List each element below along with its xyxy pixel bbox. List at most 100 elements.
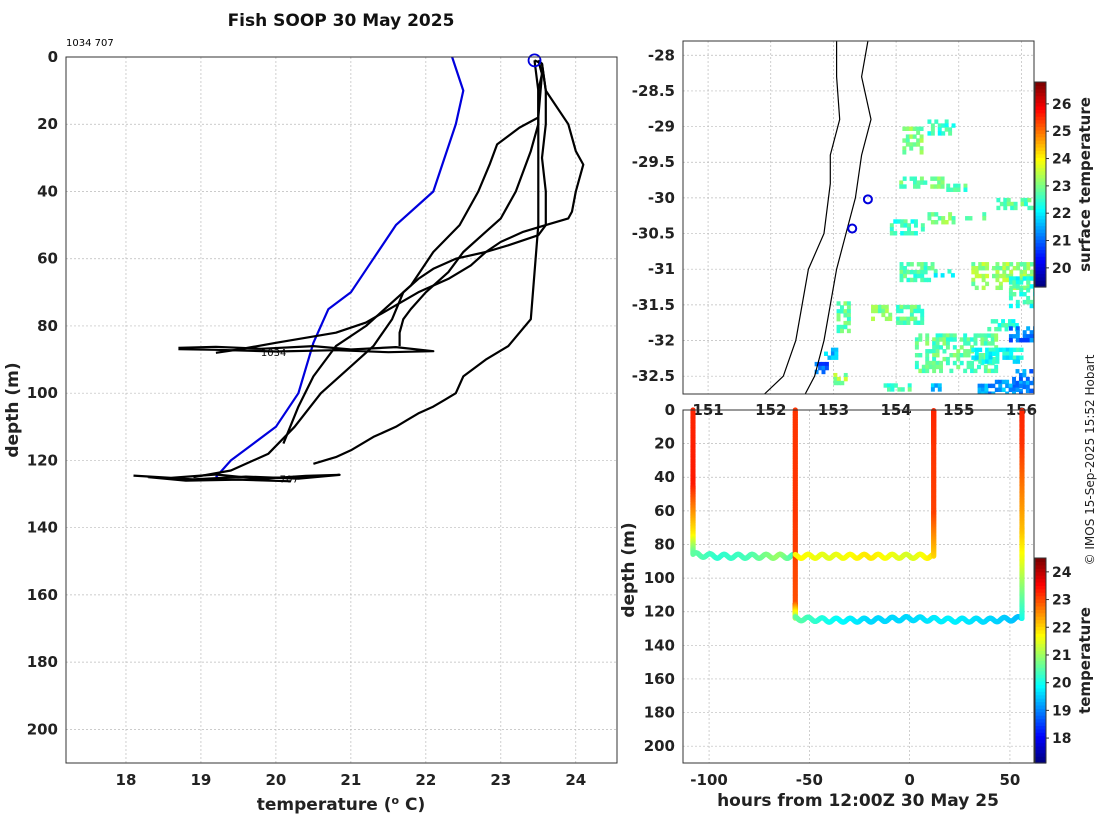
sst-cell — [905, 134, 910, 139]
section-colorbar-swatch — [1035, 663, 1046, 668]
profile-frame — [65, 56, 618, 764]
sst-cell — [1023, 265, 1027, 271]
sst-cell — [1009, 351, 1014, 356]
sst-cell — [843, 324, 848, 330]
sst-cell — [970, 337, 975, 342]
sst-cell — [884, 304, 889, 310]
sst-cell — [899, 320, 904, 325]
sst-cell — [914, 360, 919, 366]
sst-cell — [836, 328, 841, 334]
sst-cell — [1029, 262, 1034, 267]
map-colorbar-frame — [1034, 81, 1047, 288]
section-colorbar-swatch — [1035, 595, 1046, 600]
sst-cell — [1012, 265, 1017, 271]
sst-cell — [818, 365, 823, 371]
sst-cell — [919, 180, 924, 185]
sst-cell — [992, 359, 996, 364]
section-colorbar-swatch — [1035, 715, 1046, 720]
map-colorbar-tick-label: 22 — [1052, 206, 1071, 222]
sst-cell — [944, 127, 949, 132]
sst-cell — [1019, 277, 1024, 283]
section-colorbar-swatch — [1035, 749, 1046, 754]
section-colorbar-swatch — [1035, 708, 1046, 713]
section-y-tick-label: 0 — [665, 401, 675, 419]
sst-cell — [937, 216, 942, 221]
sst-cell — [902, 138, 907, 143]
sst-cell — [888, 312, 893, 318]
sst-cell — [1012, 292, 1017, 297]
sst-cell — [942, 337, 947, 342]
sst-cell — [925, 352, 930, 358]
sst-cell — [980, 341, 985, 346]
sst-cell — [1002, 351, 1007, 356]
sst-cell — [937, 123, 942, 128]
section-y-tick-label: 200 — [644, 737, 675, 755]
sst-cell — [914, 352, 919, 358]
sst-cell — [920, 277, 925, 283]
sst-cell — [1012, 380, 1017, 386]
sst-cell — [992, 273, 996, 279]
section-colorbar-swatch — [1035, 599, 1046, 604]
sst-cell — [843, 309, 848, 314]
sst-cell — [995, 262, 1000, 267]
sst-cell — [909, 176, 914, 181]
section-colorbar-swatch — [1035, 602, 1046, 607]
sst-cell — [1016, 265, 1021, 271]
sst-cell — [941, 219, 946, 225]
sst-cell — [987, 341, 992, 346]
sst-cell — [995, 347, 1000, 353]
sst-cell — [1002, 347, 1007, 353]
profile-annotation: 1034 — [261, 348, 286, 359]
sst-cell — [909, 316, 914, 322]
section-colorbar-swatch — [1035, 629, 1046, 634]
sst-cell — [925, 341, 930, 346]
map-colorbar-swatch — [1035, 177, 1046, 182]
profile-x-axis-label: temperature (o C) — [257, 794, 426, 816]
sst-cell — [918, 368, 923, 374]
sst-cell — [1029, 299, 1034, 305]
section-y-tick-label: 80 — [654, 535, 675, 553]
section-colorbar-tick-label: 18 — [1052, 731, 1071, 747]
sst-cell — [1015, 334, 1020, 339]
section-colorbar-swatch — [1035, 605, 1046, 610]
sst-cell — [1019, 347, 1024, 353]
section-x-tick-label: -50 — [796, 771, 823, 789]
sst-cell — [888, 316, 893, 322]
sst-cell — [948, 212, 953, 217]
profile-line — [282, 60, 544, 445]
sst-cell — [903, 273, 907, 279]
sst-cell — [945, 360, 950, 366]
sst-cell — [1013, 205, 1018, 211]
sst-cell — [933, 269, 938, 274]
sst-cell — [992, 265, 996, 271]
map-position-marker — [862, 194, 873, 205]
map-colorbar-swatch — [1035, 181, 1046, 186]
sst-cell — [925, 333, 930, 338]
map-colorbar-swatch — [1035, 174, 1046, 179]
sst-cell — [1012, 334, 1017, 339]
section-colorbar-swatch — [1035, 626, 1046, 631]
sst-cell — [944, 119, 949, 124]
profile-x-tick-label: 22 — [415, 771, 436, 789]
sst-cell — [1022, 276, 1027, 281]
sst-cell — [899, 265, 904, 271]
sst-cell — [935, 352, 940, 358]
sst-cell — [923, 269, 928, 275]
sst-cell — [985, 262, 990, 267]
sst-cell — [909, 262, 914, 267]
sst-cell — [999, 201, 1004, 207]
sst-cell — [980, 352, 985, 358]
sst-cell — [953, 183, 958, 189]
sst-cell — [978, 262, 983, 267]
sst-cell — [942, 333, 947, 338]
sst-cell — [824, 361, 829, 367]
sst-cell — [1005, 383, 1010, 389]
sst-cell — [1022, 330, 1027, 335]
map-colorbar-swatch — [1035, 164, 1046, 169]
sst-cell — [903, 219, 908, 224]
sst-cell — [1009, 273, 1014, 279]
sst-cell — [1026, 276, 1031, 281]
sst-cell — [821, 365, 826, 371]
sst-cell — [1012, 280, 1017, 285]
sst-cell — [998, 281, 1003, 287]
